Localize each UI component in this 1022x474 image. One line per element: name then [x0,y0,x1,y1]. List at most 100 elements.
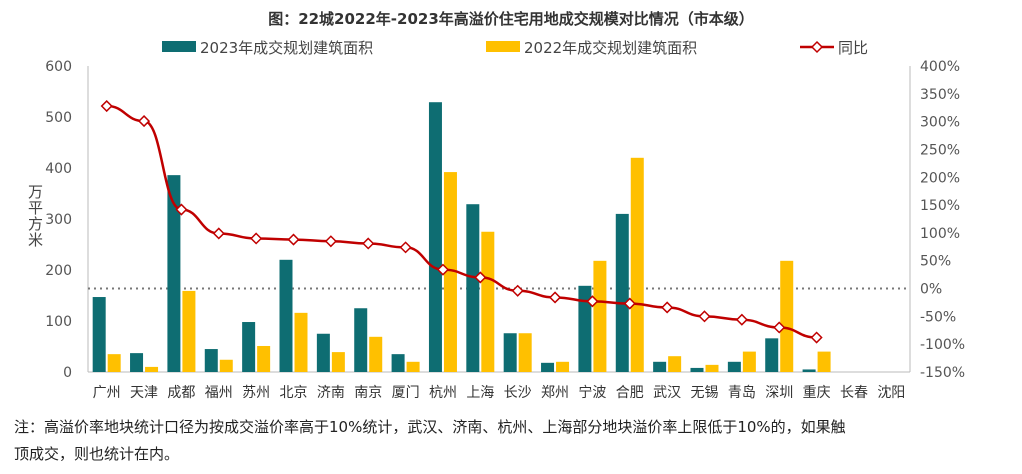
x-tick-label: 郑州 [541,385,569,401]
y-tick-label: 500 [45,110,72,126]
bar-2023 [167,175,181,372]
yoy-point [436,263,450,276]
bar-2023 [653,361,667,372]
y2-tick-label: 350% [920,87,960,103]
bar-2023 [765,338,779,372]
y2-tick-label: 300% [920,115,960,131]
y2-tick-label: 250% [920,142,960,158]
x-tick-label: 青岛 [728,385,756,401]
legend-swatch [486,41,520,52]
yoy-line [106,104,817,339]
yoy-point [175,203,188,216]
x-tick-label: 厦门 [392,385,420,401]
y2-tick-label: 100% [920,226,960,242]
bar-2023 [204,349,218,372]
bar-2022 [481,231,495,372]
bar-2022 [294,312,308,372]
bar-2023 [130,353,144,372]
y2-tick-label: 150% [920,198,960,214]
yoy-point [810,331,823,344]
x-tick-label: 苏州 [242,385,270,401]
y-tick-label: 0 [63,365,72,381]
bar-2023 [503,333,517,372]
yoy-point [586,295,599,308]
y-tick-label: 100 [45,314,72,330]
legend-label: 同比 [838,39,868,57]
y-tick-label: 200 [45,263,72,279]
bar-2022 [219,359,233,372]
bar-2023 [316,333,330,372]
bar-2022 [556,361,570,372]
yoy-point [735,313,748,326]
y-tick-label: 300 [45,212,72,228]
x-tick-label: 合肥 [616,385,644,401]
y-axis-title: 万平方米 [26,184,44,248]
bar-2022 [780,260,794,372]
x-tick-label: 济南 [317,385,345,401]
x-tick-label: 天津 [130,385,158,401]
bar-2023 [242,322,256,372]
footnote-line-1: 注：高溢价率地块统计口径为按成交溢价率高于10%统计，武汉、济南、杭州、上海部分… [14,418,846,436]
yoy-point [511,284,524,297]
yoy-point [250,232,263,245]
x-tick-label: 宁波 [578,384,606,401]
footnote-line-2: 顶成交，则也统计在内。 [14,445,180,463]
bar-2022 [630,157,644,372]
y2-tick-label: -100% [920,337,965,353]
legend-label: 2023年成交规划建筑面积 [200,39,373,57]
yoy-point [623,297,636,310]
bar-2022 [593,260,607,372]
chart-title: 图：22城2022年-2023年高溢价住宅用地成交规模对比情况（市本级） [268,10,754,28]
x-tick-label: 成都 [167,385,195,401]
x-tick-label: 上海 [466,385,494,401]
yoy-point [100,99,113,113]
x-tick-label: 广州 [93,385,121,401]
y2-tick-label: 0% [920,282,942,298]
legend-swatch [162,41,196,52]
x-tick-label: 南京 [354,385,382,401]
combo-chart: 图：22城2022年-2023年高溢价住宅用地成交规模对比情况（市本级） 2023… [45,10,965,401]
x-tick-label: 重庆 [803,385,831,401]
y2-tick-label: -50% [920,309,956,325]
x-tick-label: 长沙 [504,385,532,401]
yoy-point [212,227,225,240]
legend-marker [810,40,824,54]
x-tick-label: 武汉 [653,385,681,401]
x-tick-label: 福州 [205,385,233,401]
footnote: 注：高溢价率地块统计口径为按成交溢价率高于10%统计，武汉、济南、杭州、上海部分… [14,414,1014,468]
bar-2022 [742,351,756,372]
bar-2023 [615,213,629,372]
yoy-point [474,271,487,284]
bar-2022 [443,172,457,372]
y2-tick-label: 200% [920,170,960,186]
bar-2022 [668,356,682,372]
yoy-point [399,241,412,254]
x-tick-label: 沈阳 [877,385,905,401]
bar-2022 [705,364,719,372]
y2-tick-label: 400% [920,59,960,75]
bar-2022 [331,352,345,372]
bar-2023 [92,297,106,372]
bar-2022 [406,361,420,372]
bar-2022 [369,336,383,372]
bar-2022 [107,354,121,372]
bar-2022 [182,290,196,372]
legend-label: 2022年成交规划建筑面积 [524,39,697,57]
y2-tick-label: -150% [920,365,965,381]
y-tick-label: 600 [45,59,72,75]
x-tick-label: 深圳 [765,385,793,401]
x-tick-label: 北京 [280,385,308,401]
bar-2023 [279,259,293,372]
bar-2022 [145,366,159,372]
bar-2023 [727,361,741,372]
y-tick-label: 400 [45,161,72,177]
yoy-point [362,237,375,250]
yoy-point [698,310,711,323]
bar-2023 [428,102,442,373]
bar-2023 [466,204,480,372]
yoy-point [137,115,151,128]
y2-tick-label: 50% [920,254,951,270]
yoy-point [324,235,337,248]
bar-2023 [391,354,405,372]
x-tick-label: 杭州 [429,385,457,401]
